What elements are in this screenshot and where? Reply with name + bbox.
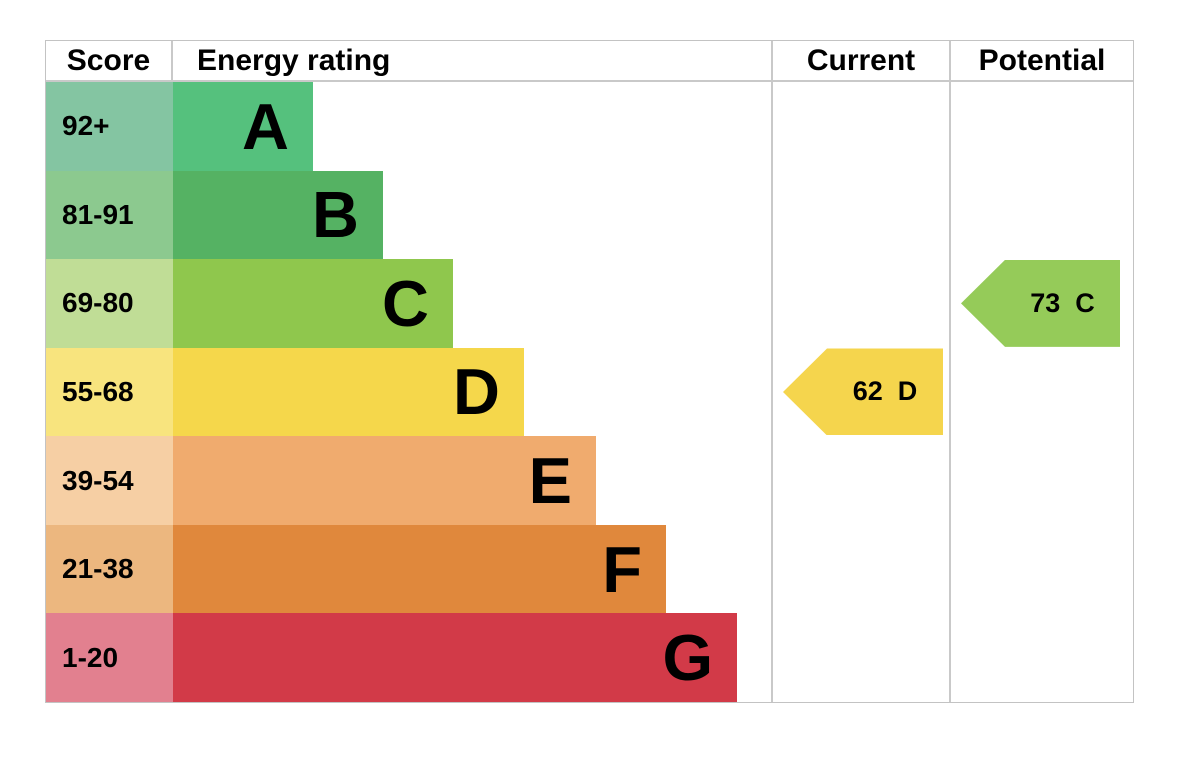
score-range-label: 39-54 bbox=[62, 464, 134, 496]
score-range-label: 1-20 bbox=[62, 641, 119, 673]
band-letter: G bbox=[662, 621, 713, 695]
epc-energy-rating-chart: Score Energy rating Current Potential 92… bbox=[45, 40, 1134, 703]
score-header-label: Score bbox=[66, 43, 151, 77]
rating-bar-cell-f: F bbox=[173, 524, 771, 614]
score-cell-c: 69-80 bbox=[46, 259, 173, 348]
band-letter: D bbox=[453, 355, 500, 429]
score-cell-e: 39-54 bbox=[46, 436, 173, 525]
current-header-label: Current bbox=[806, 43, 916, 77]
band-letter: E bbox=[528, 444, 572, 518]
current-cell-b bbox=[771, 170, 949, 260]
rating-bar-f: F bbox=[173, 524, 666, 614]
current-cell-d: 62 D bbox=[771, 347, 949, 437]
current-cell-e bbox=[771, 436, 949, 525]
potential-grade-letter: C bbox=[1075, 287, 1095, 318]
rating-bar-cell-b: B bbox=[173, 170, 771, 260]
potential-arrow: 73 C bbox=[961, 259, 1120, 347]
rating-bar-cell-c: C bbox=[173, 259, 771, 348]
current-cell-g bbox=[771, 613, 949, 702]
score-range-label: 81-91 bbox=[62, 198, 134, 230]
band-letter: B bbox=[312, 178, 359, 252]
current-score-value: 62 bbox=[852, 376, 883, 407]
band-letter: F bbox=[602, 532, 642, 606]
potential-header-label: Potential bbox=[978, 43, 1106, 77]
score-cell-d: 55-68 bbox=[46, 347, 173, 437]
rating-bar-a: A bbox=[173, 82, 313, 171]
rating-bar-cell-e: E bbox=[173, 436, 771, 525]
current-column-header: Current bbox=[771, 41, 949, 82]
current-arrow: 62 D bbox=[783, 348, 943, 436]
current-cell-a bbox=[771, 82, 949, 171]
score-cell-b: 81-91 bbox=[46, 170, 173, 260]
potential-score-value: 73 bbox=[1030, 287, 1061, 318]
potential-cell-g bbox=[949, 613, 1133, 702]
rating-bar-cell-g: G bbox=[173, 613, 771, 702]
rating-bar-b: B bbox=[173, 170, 383, 260]
score-cell-a: 92+ bbox=[46, 82, 173, 171]
rating-bar-g: G bbox=[173, 613, 737, 702]
potential-column-header: Potential bbox=[949, 41, 1133, 82]
energy-rating-header-label: Energy rating bbox=[197, 43, 391, 77]
score-cell-f: 21-38 bbox=[46, 524, 173, 614]
band-letter: A bbox=[242, 89, 289, 163]
rating-bar-e: E bbox=[173, 436, 596, 525]
score-range-label: 55-68 bbox=[62, 375, 134, 407]
rating-bar-c: C bbox=[173, 259, 453, 348]
current-cell-f bbox=[771, 524, 949, 614]
current-cell-c bbox=[771, 259, 949, 348]
potential-cell-c: 73 C bbox=[949, 259, 1133, 348]
potential-cell-d bbox=[949, 347, 1133, 437]
current-grade-letter: D bbox=[897, 376, 918, 407]
rating-bar-cell-a: A bbox=[173, 82, 771, 171]
potential-cell-b bbox=[949, 170, 1133, 260]
rating-bar-d: D bbox=[173, 347, 524, 437]
score-range-label: 69-80 bbox=[62, 287, 134, 319]
score-column-header: Score bbox=[46, 41, 173, 82]
potential-cell-f bbox=[949, 524, 1133, 614]
potential-cell-a bbox=[949, 82, 1133, 171]
rating-bar-cell-d: D bbox=[173, 347, 771, 437]
energy-rating-column-header: Energy rating bbox=[173, 41, 771, 82]
score-cell-g: 1-20 bbox=[46, 613, 173, 702]
band-letter: C bbox=[382, 266, 429, 340]
score-range-label: 92+ bbox=[62, 110, 110, 142]
potential-cell-e bbox=[949, 436, 1133, 525]
score-range-label: 21-38 bbox=[62, 553, 134, 585]
